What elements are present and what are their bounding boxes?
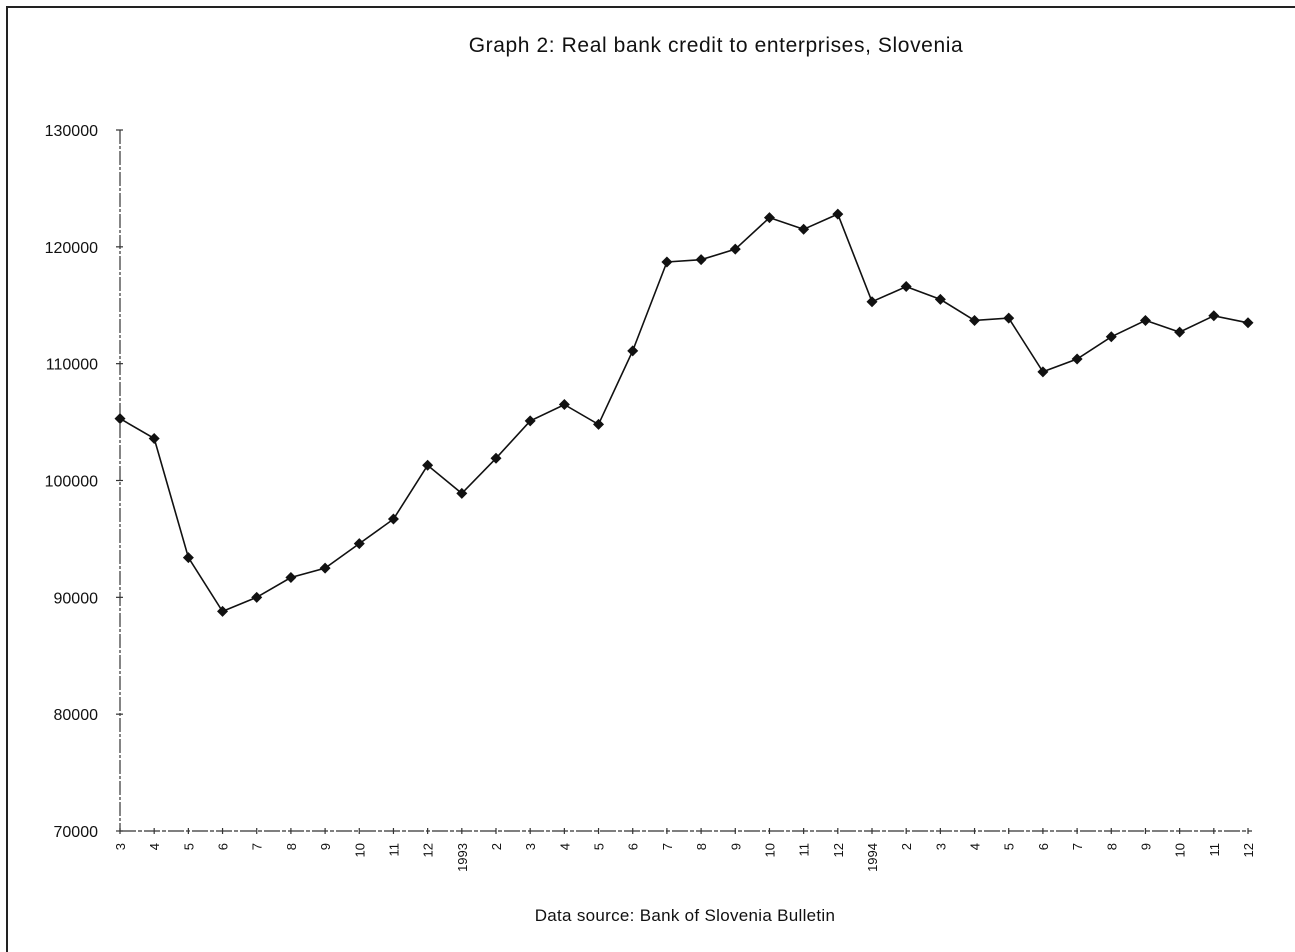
data-point-marker — [524, 415, 536, 427]
x-tick-label: 1993 — [455, 843, 470, 872]
data-point-marker — [1174, 326, 1186, 338]
data-point-marker — [319, 562, 331, 574]
x-tick-label: 12 — [831, 843, 846, 857]
data-point-marker — [387, 513, 399, 525]
data-point-marker — [1037, 366, 1049, 378]
y-tick-label: 90000 — [54, 590, 99, 607]
x-tick-label: 4 — [557, 843, 572, 850]
data-point-marker — [114, 413, 126, 425]
data-point-marker — [148, 432, 160, 444]
x-tick-label: 12 — [1241, 843, 1256, 857]
data-point-marker — [1139, 314, 1151, 326]
x-tick-label: 10 — [762, 843, 777, 857]
data-point-marker — [627, 345, 639, 357]
series-group — [114, 208, 1254, 617]
chart-frame — [6, 6, 1295, 952]
data-point-marker — [969, 314, 981, 326]
y-tick-label: 100000 — [45, 474, 98, 491]
data-point-marker — [456, 487, 468, 499]
x-tick-label: 11 — [797, 843, 812, 857]
x-tick-label: 6 — [1036, 843, 1051, 850]
x-tick-label: 10 — [1173, 843, 1188, 857]
data-point-marker — [182, 552, 194, 564]
data-source-note: Data source: Bank of Slovenia Bulletin — [534, 906, 836, 925]
data-point-marker — [558, 399, 570, 411]
x-tick-label: 4 — [968, 843, 983, 850]
x-tick-label: 6 — [216, 843, 231, 850]
y-tick-label: 130000 — [45, 123, 98, 140]
data-point-marker — [1003, 312, 1015, 324]
data-point-marker — [798, 223, 810, 235]
x-tick-label: 1994 — [865, 843, 880, 872]
data-point-marker — [1105, 331, 1117, 343]
data-point-marker — [422, 459, 434, 471]
data-point-marker — [490, 452, 502, 464]
x-tick-label: 11 — [1207, 843, 1222, 857]
data-point-marker — [900, 281, 912, 293]
data-point-marker — [217, 605, 229, 617]
x-tick-label: 3 — [933, 843, 948, 850]
x-tick-label: 9 — [318, 843, 333, 850]
y-axis: 70000 80000 90000 100000 110000 120000 130000 — [45, 123, 123, 841]
data-point-marker — [1208, 310, 1220, 322]
data-point-marker — [729, 243, 741, 255]
data-point-marker — [285, 571, 297, 583]
data-point-marker — [251, 591, 263, 603]
y-tick-label: 80000 — [54, 707, 99, 724]
data-point-marker — [661, 256, 673, 268]
x-tick-label: 7 — [1070, 843, 1085, 850]
x-tick-label: 3 — [113, 843, 128, 850]
x-tick-label: 12 — [421, 843, 436, 857]
x-tick-label: 9 — [728, 843, 743, 850]
x-tick-label: 7 — [250, 843, 265, 850]
data-point-marker — [353, 538, 365, 550]
x-tick-label: 8 — [1104, 843, 1119, 850]
x-tick-label: 6 — [626, 843, 641, 850]
data-point-marker — [832, 208, 844, 220]
x-tick-label: 9 — [1138, 843, 1153, 850]
data-point-marker — [1242, 317, 1254, 329]
x-tick-label: 3 — [523, 843, 538, 850]
x-tick-label: 11 — [386, 843, 401, 857]
y-tick-label: 120000 — [45, 240, 98, 257]
x-tick-label: 5 — [592, 843, 607, 850]
x-tick-label: 5 — [1002, 843, 1017, 850]
x-tick-label: 10 — [352, 843, 367, 857]
x-tick-label: 2 — [899, 843, 914, 850]
data-point-marker — [1071, 353, 1083, 365]
data-point-marker — [593, 418, 605, 430]
data-point-marker — [695, 254, 707, 266]
series-line — [119, 213, 1249, 613]
x-tick-label: 2 — [489, 843, 504, 850]
x-axis: 3 4 5 6 7 8 9 10 11 12 1993 2 3 4 5 6 7 8 9 10 11 12 1994 2 3 4 5 6… — [113, 828, 1256, 872]
y-tick-label: 70000 — [54, 824, 99, 841]
data-point-marker — [763, 212, 775, 224]
x-tick-label: 5 — [181, 843, 196, 850]
data-point-marker — [866, 296, 878, 308]
x-tick-label: 7 — [660, 843, 675, 850]
data-point-marker — [934, 293, 946, 305]
x-tick-label: 8 — [694, 843, 709, 850]
x-tick-label: 8 — [284, 843, 299, 850]
chart-title: Graph 2: Real bank credit to enterprises… — [468, 34, 964, 57]
x-tick-label: 4 — [147, 843, 162, 850]
y-tick-label: 110000 — [46, 357, 98, 374]
